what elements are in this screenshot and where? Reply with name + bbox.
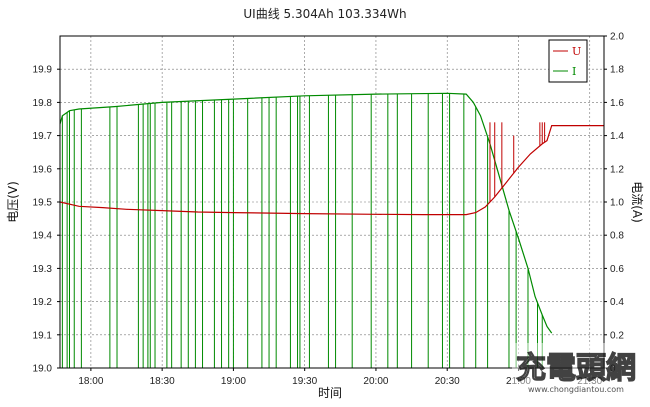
legend: U I xyxy=(548,39,588,83)
series-line-u xyxy=(59,124,604,216)
y-left-tick-label: 19.5 xyxy=(33,198,53,209)
y-left-tick-label: 19.9 xyxy=(33,65,53,76)
x-axis-label: 时间 xyxy=(318,386,342,400)
legend-label-u: U xyxy=(572,45,581,58)
y-right-tick-label: 0.4 xyxy=(610,297,624,308)
y-left-ticks: 19.0 19.1 19.2 19.3 19.4 19.5 19.6 19.7 19.8 19.9 xyxy=(33,65,60,375)
legend-box xyxy=(548,39,588,83)
y-left-tick-label: 19.8 xyxy=(33,98,53,109)
legend-label-i: I xyxy=(572,65,576,78)
y-left-tick-label: 19.4 xyxy=(33,231,53,242)
y-right-tick-label: 1.4 xyxy=(610,131,624,142)
y-right-tick-label: 0.2 xyxy=(610,330,624,341)
y-left-tick-label: 19.6 xyxy=(33,164,53,175)
y-right-tick-label: 1.0 xyxy=(610,198,624,209)
x-tick-label: 20:00 xyxy=(363,376,388,387)
x-tick-label: 21:00 xyxy=(506,376,531,387)
y-right-ticks: 0 0.2 0.4 0.6 0.8 1.0 1.2 1.4 1.6 1.8 2.0 xyxy=(604,32,624,375)
y-right-tick-label: 1.8 xyxy=(610,65,624,76)
watermark-backdrop xyxy=(512,343,640,393)
y-right-tick-label: 1.6 xyxy=(610,98,624,109)
y-right-tick-label: 2.0 xyxy=(610,32,624,43)
y-right-tick-label: 0.6 xyxy=(610,264,624,275)
y-right-tick-label: 0.8 xyxy=(610,231,624,242)
y-left-tick-label: 19.7 xyxy=(33,131,53,142)
x-tick-label: 19:00 xyxy=(221,376,246,387)
y-left-tick-label: 19.1 xyxy=(33,330,53,341)
y-left-tick-label: 19.0 xyxy=(33,364,53,375)
x-tick-label: 19:30 xyxy=(292,376,317,387)
y-right-axis-label: 电流(A) xyxy=(630,181,644,223)
x-tick-label: 18:30 xyxy=(150,376,175,387)
y-left-tick-label: 19.3 xyxy=(33,264,53,275)
y-left-axis-label: 电压(V) xyxy=(6,181,20,223)
x-tick-label: 20:30 xyxy=(435,376,460,387)
watermark: 充電頭網 www.chongdiantou.com xyxy=(512,343,640,394)
x-tick-label: 18:00 xyxy=(78,376,103,387)
series-line-i xyxy=(59,92,553,334)
chart-title: UI曲线 5.304Ah 103.334Wh xyxy=(243,7,406,21)
series-layer xyxy=(59,92,604,368)
x-tick-label: 21:30 xyxy=(577,376,602,387)
watermark-url: www.chongdiantou.com xyxy=(528,385,624,394)
y-right-tick-label: 0 xyxy=(610,364,616,375)
watermark-logo-text: 充電頭網 xyxy=(516,351,636,386)
y-left-tick-label: 19.2 xyxy=(33,297,53,308)
x-ticks: 18:00 18:30 19:00 19:30 20:00 20:30 21:00 21:30 xyxy=(78,368,603,387)
y-right-tick-label: 1.2 xyxy=(610,164,624,175)
